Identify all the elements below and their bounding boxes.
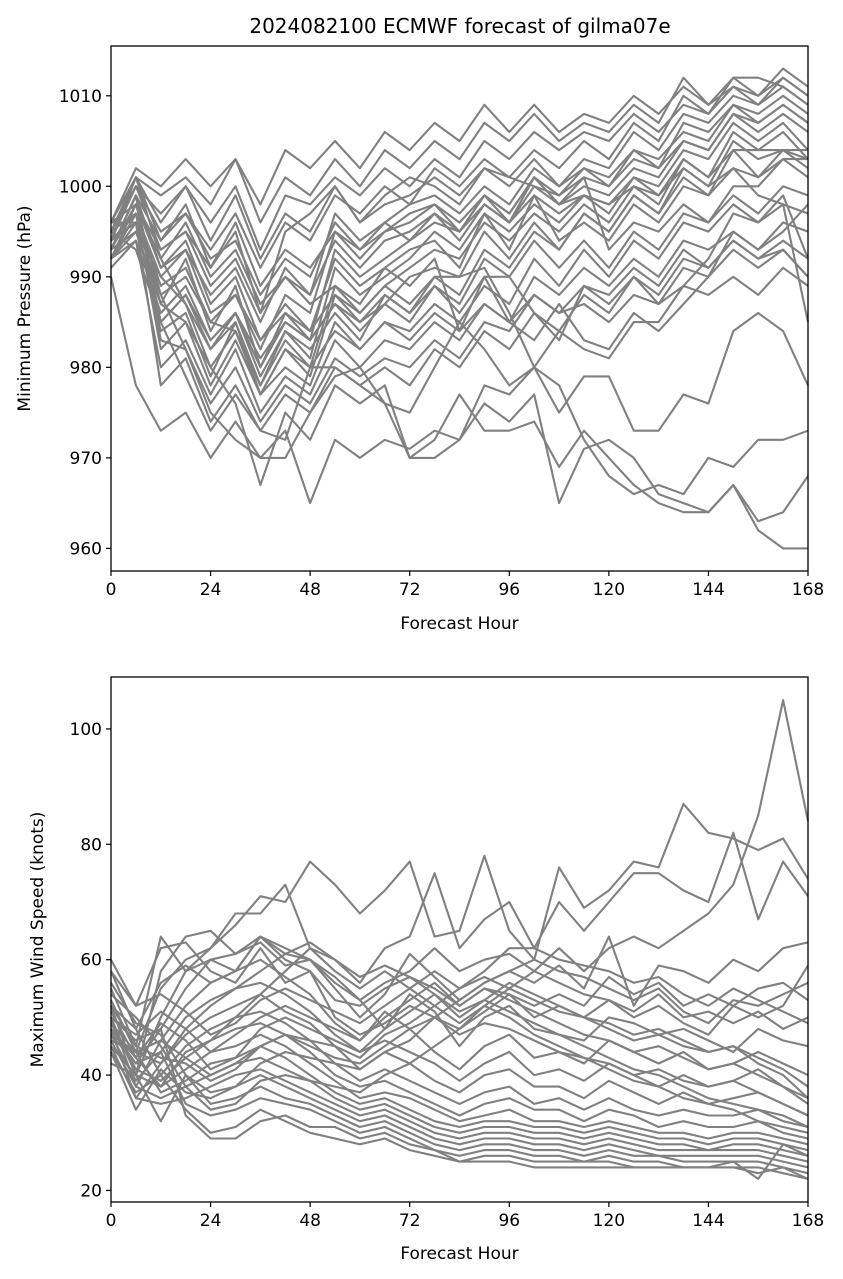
x-tick-label: 72 (399, 580, 421, 600)
pressure-series-layer (109, 67, 810, 550)
wind-series-line-22 (110, 970, 809, 1111)
y-tick-label: 60 (80, 951, 102, 971)
y-tick-label: 990 (70, 268, 102, 288)
x-tick-label: 144 (692, 1211, 724, 1231)
pressure-series-line-11 (110, 103, 809, 351)
y-tick-label: 100 (70, 720, 102, 740)
y-tick-label: 40 (80, 1066, 102, 1086)
wind-series-line-18 (110, 1062, 809, 1175)
chart-title: 2024082100 ECMWF forecast of gilma07e (249, 14, 670, 38)
y-tick-label: 20 (80, 1181, 102, 1201)
x-tick-label: 0 (106, 580, 117, 600)
wind-series-line-17 (110, 1051, 809, 1169)
x-tick-label: 48 (299, 1211, 321, 1231)
wind-plot-frame (110, 676, 809, 1203)
wind-series-line-2 (110, 831, 809, 1077)
y-tick-label: 1010 (59, 87, 102, 107)
wind-series-line-1 (110, 802, 809, 1054)
pressure-series-line-21 (111, 203, 809, 396)
x-tick-label: 48 (299, 580, 321, 600)
pressure-series-line-23 (110, 194, 809, 423)
wind-series-line-12 (110, 1022, 809, 1140)
x-tick-label: 120 (593, 1211, 625, 1231)
wind-series-line-21 (110, 1005, 809, 1180)
wind-x-axis: 0 24 48 72 96 120 144 168 (106, 1202, 824, 1231)
wind-series-line-30 (110, 941, 809, 1128)
pressure-plot-frame (110, 45, 809, 572)
pressure-series-line-26 (110, 167, 810, 369)
pressure-series-line-10 (110, 85, 809, 324)
y-tick-label: 1000 (59, 177, 102, 197)
y-tick-label: 960 (70, 539, 102, 559)
pressure-series-line-4 (110, 194, 808, 550)
wind-y-axis-label: Maximum Wind Speed (knots) (28, 812, 48, 1068)
pressure-chart: 2024082100 ECMWF forecast of gilma07e 0 2… (15, 14, 824, 634)
pressure-series-line-20 (110, 158, 808, 387)
wind-series-line-9 (110, 981, 809, 1100)
x-tick-label: 24 (200, 580, 222, 600)
pressure-series-line-29 (110, 176, 809, 287)
pressure-series-line-30 (110, 221, 809, 360)
x-tick-label: 168 (792, 1211, 824, 1231)
y-tick-label: 80 (80, 835, 102, 855)
x-tick-label: 144 (692, 580, 724, 600)
pressure-y-axis-label: Minimum Pressure (hPa) (15, 205, 35, 411)
wind-series-line-26 (110, 981, 809, 1105)
x-tick-label: 72 (399, 1211, 421, 1231)
x-tick-label: 168 (792, 580, 824, 600)
pressure-series-line-27 (110, 185, 809, 351)
pressure-x-axis: 0 24 48 72 96 120 144 168 (106, 571, 824, 600)
wind-chart: 0 24 48 72 96 120 144 168 20 40 60 80 100 Forecast … (28, 676, 824, 1264)
pressure-series-line-6 (110, 76, 809, 241)
wind-series-line-25 (110, 981, 809, 1099)
pressure-series-line-16 (110, 149, 809, 342)
pressure-series-line-18 (110, 103, 809, 260)
pressure-series-line-8 (110, 76, 809, 269)
pressure-series-line-22 (110, 221, 809, 414)
wind-series-line-11 (110, 1010, 809, 1129)
wind-series-line-7 (110, 929, 809, 1077)
wind-series-line-13 (110, 1011, 809, 1146)
wind-series-line-16 (110, 1028, 809, 1163)
pressure-series-line-7 (110, 76, 809, 251)
wind-series-layer (110, 699, 810, 1180)
wind-series-line-3 (110, 699, 810, 1065)
pressure-series-line-19 (110, 149, 809, 306)
pressure-series-line-24 (110, 221, 809, 432)
wind-y-axis: 20 40 60 80 100 (70, 720, 111, 1201)
wind-series-line-10 (110, 993, 809, 1117)
x-tick-label: 120 (593, 580, 625, 600)
pressure-series-line-5 (110, 67, 809, 223)
x-tick-label: 0 (106, 1211, 117, 1231)
pressure-y-axis: 960 970 980 990 1000 1010 (59, 87, 111, 559)
x-tick-label: 96 (498, 580, 520, 600)
pressure-series-line-28 (110, 194, 809, 369)
wind-series-line-29 (110, 947, 809, 1134)
wind-series-line-27 (110, 1016, 809, 1117)
y-tick-label: 980 (70, 358, 102, 378)
wind-series-line-23 (110, 958, 809, 1094)
wind-series-line-28 (110, 970, 809, 1088)
wind-series-line-8 (110, 958, 809, 1088)
x-tick-label: 24 (200, 1211, 222, 1231)
wind-x-axis-label: Forecast Hour (400, 1244, 518, 1264)
x-tick-label: 96 (498, 1211, 520, 1231)
pressure-x-axis-label: Forecast Hour (400, 614, 518, 634)
wind-series-line-14 (110, 999, 809, 1152)
pressure-series-line-9 (110, 94, 809, 315)
y-tick-label: 970 (70, 449, 102, 469)
pressure-series-line-2 (110, 176, 809, 523)
